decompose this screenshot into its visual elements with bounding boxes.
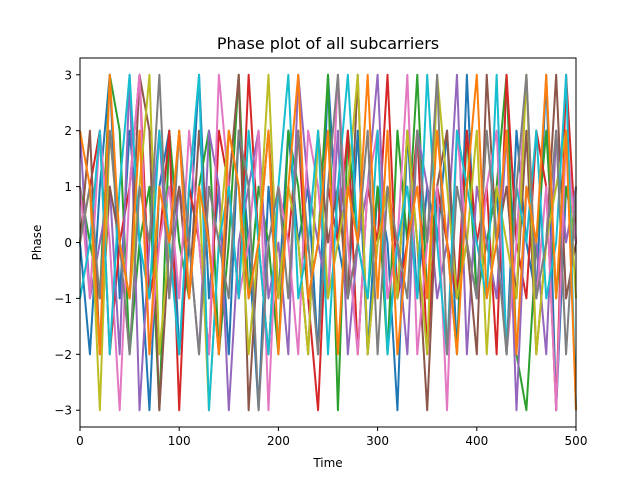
y-tick-label: −2 bbox=[54, 348, 72, 362]
x-tick-label: 100 bbox=[168, 434, 191, 448]
y-tick-label: −3 bbox=[54, 404, 72, 418]
x-axis-label: Time bbox=[312, 456, 342, 470]
series-line-7 bbox=[79, 73, 577, 412]
series-lines bbox=[79, 73, 577, 412]
series-line-9 bbox=[79, 73, 577, 412]
axis-ticks: 0 100 200 300 400 500 −3 −2 −1 0 1 2 3 bbox=[54, 68, 587, 448]
x-tick-label: 0 bbox=[76, 434, 84, 448]
y-axis-label: Phase bbox=[30, 225, 44, 261]
x-tick-label: 200 bbox=[267, 434, 290, 448]
x-tick-label: 500 bbox=[565, 434, 588, 448]
x-tick-label: 300 bbox=[366, 434, 389, 448]
y-tick-label: 2 bbox=[64, 124, 72, 138]
y-tick-label: 1 bbox=[64, 180, 72, 194]
y-tick-label: 3 bbox=[64, 68, 72, 82]
series-line-5 bbox=[79, 73, 577, 412]
chart-title: Phase plot of all subcarriers bbox=[217, 34, 439, 53]
x-tick-label: 400 bbox=[465, 434, 488, 448]
series-line-10 bbox=[79, 73, 577, 411]
y-tick-label: −1 bbox=[54, 292, 72, 306]
y-tick-label: 0 bbox=[64, 236, 72, 250]
